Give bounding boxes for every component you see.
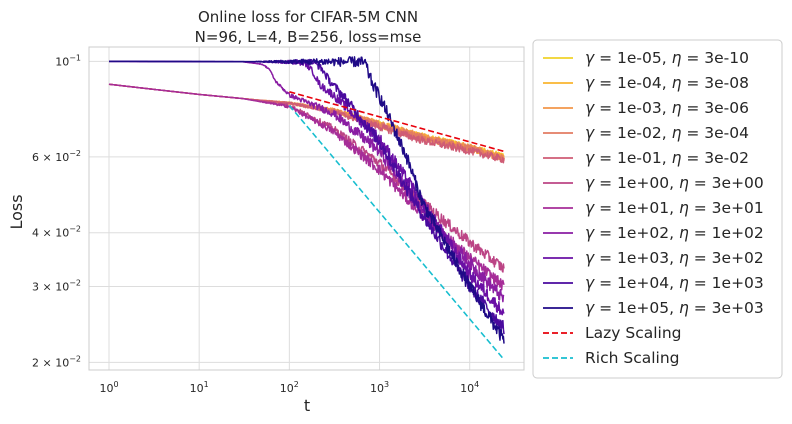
x-tick-label-0: 100 bbox=[99, 380, 118, 395]
series-layer bbox=[108, 56, 505, 361]
legend-label-6: γ = 1e+01, η = 3e+01 bbox=[585, 199, 764, 217]
series-line-11 bbox=[289, 91, 505, 153]
y-tick-label-3: 3 × 10−2 bbox=[32, 279, 81, 294]
legend-label-5: γ = 1e+00, η = 3e+00 bbox=[585, 174, 764, 192]
legend-frame bbox=[532, 39, 783, 379]
x-tick-labels: 100 101 102 103 104 bbox=[99, 380, 479, 395]
legend-label-2: γ = 1e-03, η = 3e-06 bbox=[585, 99, 749, 117]
series-line-0 bbox=[108, 83, 505, 162]
series-line-4 bbox=[108, 83, 505, 164]
series-line-6 bbox=[108, 83, 505, 291]
legend-label-1: γ = 1e-04, η = 3e-08 bbox=[585, 74, 749, 92]
y-tick-labels: 10−1 6 × 10−2 4 × 10−2 3 × 10−2 2 × 10−2 bbox=[32, 53, 81, 369]
x-tick-label-2: 102 bbox=[280, 380, 299, 395]
legend-label-9: γ = 1e+04, η = 1e+03 bbox=[585, 274, 764, 292]
series-line-12 bbox=[288, 104, 505, 361]
y-tick-label-1: 6 × 10−2 bbox=[32, 149, 81, 164]
legend-label-3: γ = 1e-02, η = 3e-04 bbox=[585, 124, 749, 142]
legend-label-0: γ = 1e-05, η = 3e-10 bbox=[585, 49, 749, 67]
legend-label-12: Rich Scaling bbox=[585, 349, 679, 367]
grid-lines bbox=[89, 47, 524, 370]
legend-label-7: γ = 1e+02, η = 1e+02 bbox=[585, 224, 764, 242]
series-line-2 bbox=[108, 83, 505, 162]
y-axis-label: Loss bbox=[7, 194, 26, 229]
chart-title: Online loss for CIFAR-5M CNN bbox=[198, 8, 418, 26]
y-tick-label-2: 4 × 10−2 bbox=[32, 225, 81, 240]
plot-frame bbox=[88, 46, 525, 371]
series-line-7 bbox=[108, 60, 505, 303]
chart-subtitle: N=96, L=4, B=256, loss=mse bbox=[195, 28, 422, 46]
series-line-8 bbox=[108, 59, 505, 316]
legend-label-4: γ = 1e-01, η = 3e-02 bbox=[585, 149, 749, 167]
x-tick-label-3: 103 bbox=[370, 380, 389, 395]
series-line-10 bbox=[108, 56, 505, 344]
x-axis-label: t bbox=[304, 396, 310, 415]
legend: γ = 1e-05, η = 3e-10 γ = 1e-04, η = 3e-08… bbox=[532, 39, 783, 379]
y-tick-label-4: 2 × 10−2 bbox=[32, 354, 81, 369]
legend-label-8: γ = 1e+03, η = 3e+02 bbox=[585, 249, 764, 267]
x-tick-label-1: 101 bbox=[190, 380, 209, 395]
legend-label-11: Lazy Scaling bbox=[585, 324, 682, 342]
y-tick-label-0: 10−1 bbox=[55, 53, 81, 68]
x-tick-label-4: 104 bbox=[460, 380, 479, 395]
legend-label-10: γ = 1e+05, η = 3e+03 bbox=[585, 299, 764, 317]
